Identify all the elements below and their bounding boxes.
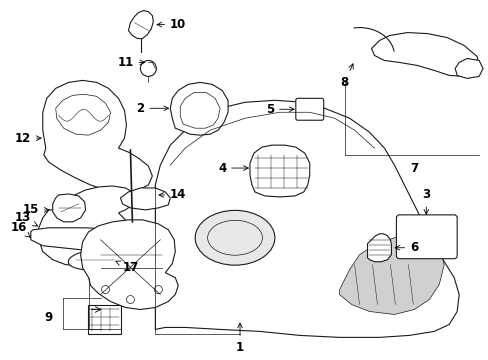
Polygon shape (42, 80, 152, 192)
Text: 8: 8 (340, 64, 352, 89)
FancyBboxPatch shape (396, 215, 456, 259)
Text: 12: 12 (15, 132, 41, 145)
Circle shape (140, 60, 156, 76)
Polygon shape (53, 194, 85, 222)
Ellipse shape (68, 249, 122, 270)
Text: 7: 7 (409, 162, 418, 175)
Text: 11: 11 (117, 56, 144, 69)
Polygon shape (31, 228, 138, 250)
Circle shape (102, 285, 109, 293)
Text: 2: 2 (136, 102, 168, 115)
Circle shape (154, 285, 162, 293)
Text: 10: 10 (157, 18, 186, 31)
Polygon shape (339, 235, 443, 315)
Text: 5: 5 (265, 103, 293, 116)
Polygon shape (128, 11, 153, 39)
Text: 16: 16 (11, 221, 30, 237)
Polygon shape (120, 188, 170, 210)
FancyBboxPatch shape (295, 98, 323, 120)
Text: 14: 14 (159, 188, 186, 202)
Text: 3: 3 (421, 188, 429, 214)
Polygon shape (454, 58, 482, 78)
FancyBboxPatch shape (87, 305, 121, 334)
Text: 15: 15 (22, 203, 49, 216)
Text: 13: 13 (15, 211, 38, 226)
Polygon shape (155, 100, 458, 337)
Circle shape (126, 296, 134, 303)
Text: 4: 4 (218, 162, 248, 175)
Text: 17: 17 (116, 261, 138, 274)
Polygon shape (170, 82, 227, 135)
Polygon shape (81, 220, 178, 310)
Text: 6: 6 (394, 241, 418, 254)
Text: 9: 9 (44, 311, 53, 324)
Polygon shape (371, 32, 478, 76)
Text: 1: 1 (236, 323, 244, 354)
Polygon shape (39, 186, 135, 266)
Polygon shape (249, 145, 309, 197)
Ellipse shape (195, 210, 274, 265)
Polygon shape (367, 234, 390, 262)
